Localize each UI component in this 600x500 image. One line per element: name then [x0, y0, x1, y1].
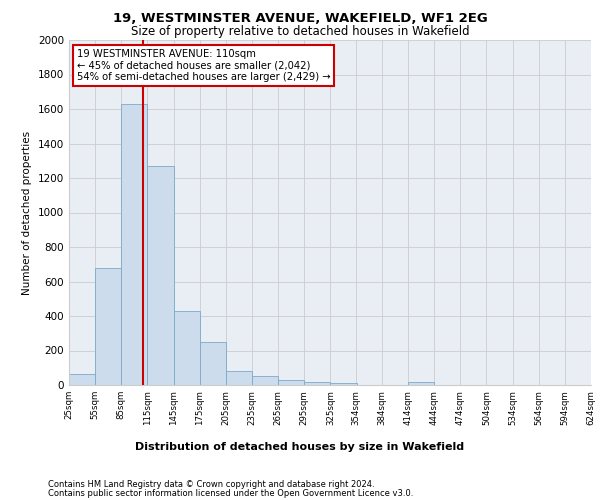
Text: 19 WESTMINSTER AVENUE: 110sqm
← 45% of detached houses are smaller (2,042)
54% o: 19 WESTMINSTER AVENUE: 110sqm ← 45% of d… — [77, 48, 331, 82]
Bar — [226, 371, 252, 385]
Text: Distribution of detached houses by size in Wakefield: Distribution of detached houses by size … — [136, 442, 464, 452]
Text: 19, WESTMINSTER AVENUE, WAKEFIELD, WF1 2EG: 19, WESTMINSTER AVENUE, WAKEFIELD, WF1 2… — [113, 12, 487, 26]
Bar — [304, 382, 331, 385]
Y-axis label: Number of detached properties: Number of detached properties — [22, 130, 32, 294]
Bar — [408, 382, 434, 385]
Bar — [200, 342, 226, 385]
Bar — [95, 268, 121, 385]
Bar — [121, 104, 148, 385]
Text: Contains public sector information licensed under the Open Government Licence v3: Contains public sector information licen… — [48, 488, 413, 498]
Bar — [69, 374, 95, 385]
Bar — [148, 166, 173, 385]
Bar — [278, 380, 304, 385]
Bar — [252, 376, 278, 385]
Bar — [331, 384, 356, 385]
Text: Size of property relative to detached houses in Wakefield: Size of property relative to detached ho… — [131, 25, 469, 38]
Text: Contains HM Land Registry data © Crown copyright and database right 2024.: Contains HM Land Registry data © Crown c… — [48, 480, 374, 489]
Bar — [173, 311, 200, 385]
